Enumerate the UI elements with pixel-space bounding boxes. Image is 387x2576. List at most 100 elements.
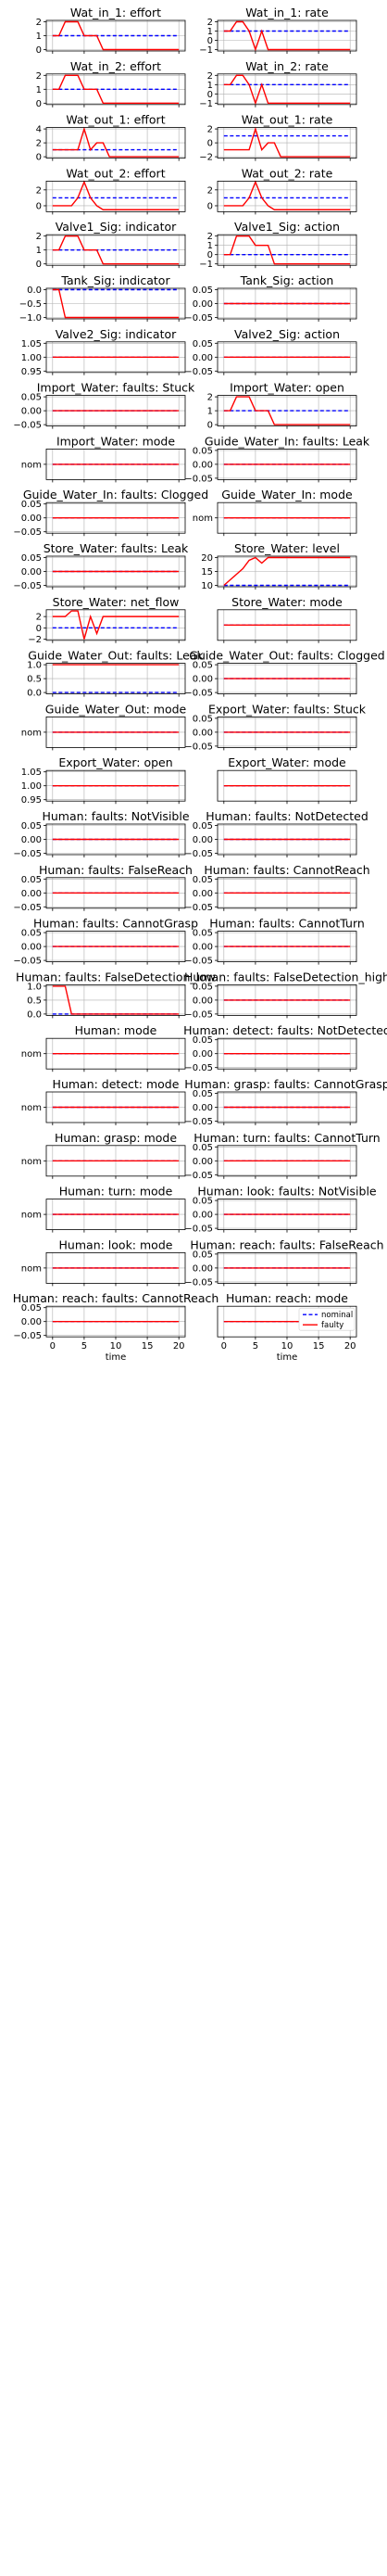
y-tick-label: 0 <box>36 45 42 56</box>
y-tick-label: 1 <box>207 27 213 37</box>
y-tick-label: 0.05 <box>193 1143 213 1153</box>
x-axis-label: time <box>277 1352 298 1363</box>
y-tick-label: −0.05 <box>184 742 213 752</box>
subplot-title: Wat_in_2: rate <box>245 59 329 73</box>
subplot-title: Human: grasp: mode <box>55 1131 177 1145</box>
y-tick-label: 2 <box>207 185 213 196</box>
series-faulty-line <box>223 396 351 425</box>
y-tick-label: 0.05 <box>21 500 42 510</box>
y-tick-label: 0 <box>207 36 213 46</box>
y-tick-label: −0.05 <box>184 1063 213 1073</box>
y-tick-label: 0.00 <box>193 353 213 363</box>
subplot: Export_Water: mode <box>217 755 357 805</box>
y-tick-label: 2 <box>36 139 42 149</box>
subplot: Wat_in_2: effort 0 1 2 <box>36 59 186 109</box>
subplot-title: Guide_Water_Out: faults: Leak <box>28 649 204 663</box>
x-tick-label: 15 <box>142 1341 154 1351</box>
axes-frame <box>45 769 186 802</box>
y-tick-label: 0.00 <box>193 1103 213 1113</box>
axes-frame <box>45 287 186 320</box>
y-tick-label: 1.00 <box>21 781 42 792</box>
subplot-title: Wat_out_1: rate <box>242 113 333 127</box>
axes-frame <box>45 823 186 856</box>
axes-frame <box>217 609 357 641</box>
axes-frame <box>45 717 186 748</box>
axes-frame <box>217 1145 357 1177</box>
y-tick-label: nom <box>21 1103 42 1113</box>
y-tick-label: 0.00 <box>21 889 42 899</box>
axes-frame <box>45 931 186 962</box>
y-tick-label: 0.95 <box>21 795 42 806</box>
subplot-title: Human: look: mode <box>59 1237 173 1251</box>
subplot-title: Import_Water: open <box>230 381 344 395</box>
y-tick-label: 0.00 <box>21 407 42 417</box>
subplot: Tank_Sig: indicator 0.0 −0.5 −1.0 <box>19 273 186 324</box>
y-tick-label: −1 <box>199 99 213 109</box>
series-faulty-line <box>223 180 351 210</box>
subplot-title: Guide_Water_Out: mode <box>45 702 187 716</box>
y-tick-label: 0.05 <box>193 1035 213 1046</box>
series-faulty-line <box>223 126 351 158</box>
subplot: Store_Water: level 10 15 20 <box>201 541 357 591</box>
subplot-title: Wat_out_1: effort <box>66 113 165 127</box>
axes-frame <box>45 19 186 52</box>
subplot: Human: reach: faults: CannotReach 0 5 10 15 2… <box>13 1291 219 1363</box>
y-tick-label: 0.05 <box>193 982 213 992</box>
y-tick-label: 0.05 <box>21 393 42 403</box>
y-tick-label: 1 <box>207 407 213 417</box>
axes-frame <box>45 180 186 212</box>
subplot-title: Human: faults: FalseDetection_low <box>16 970 216 983</box>
y-tick-label: 0.05 <box>193 1089 213 1099</box>
y-tick-label: 2 <box>207 393 213 403</box>
axes-frame <box>45 1145 186 1177</box>
subplot: Human: mode nom <box>21 1023 186 1072</box>
axes-frame <box>45 1199 186 1230</box>
y-tick-label: nom <box>21 1049 42 1060</box>
y-tick-label: 0.5 <box>27 675 42 685</box>
subplot-title: Human: detect: faults: NotDetected <box>183 1023 387 1037</box>
subplot-title: Human: look: faults: NotVisible <box>197 1185 377 1199</box>
series-faulty-line <box>223 235 351 265</box>
series-faulty-line <box>52 180 180 210</box>
y-tick-label: −0.05 <box>184 957 213 967</box>
y-tick-label: 1 <box>36 246 42 256</box>
axes-frame <box>45 501 186 534</box>
y-tick-label: 0.95 <box>21 367 42 377</box>
subplot: Guide_Water_Out: faults: Leak 0.0 0.5 1.0 <box>27 649 204 699</box>
y-tick-label: 0.05 <box>193 875 213 885</box>
subplot: Human: turn: mode nom <box>21 1185 186 1233</box>
subplot-title: Human: faults: FalseDetection_high <box>184 970 387 983</box>
axes-frame <box>45 1252 186 1284</box>
y-tick-label: −0.05 <box>13 903 42 913</box>
axes-frame <box>217 823 357 856</box>
y-tick-label: 0 <box>207 201 213 211</box>
series-faulty-line <box>223 74 351 106</box>
y-tick-label: 0 <box>207 421 213 431</box>
subplot-title: Store_Water: level <box>234 541 340 555</box>
y-tick-label: 0.00 <box>193 943 213 953</box>
subplot-title: Tank_Sig: action <box>240 273 334 287</box>
y-tick-label: 0.05 <box>193 929 213 939</box>
axes-frame <box>217 769 357 802</box>
y-tick-label: nom <box>193 514 213 524</box>
y-tick-label: −0.05 <box>184 313 213 324</box>
y-tick-label: −0.05 <box>13 849 42 859</box>
y-tick-label: 1.0 <box>27 661 42 671</box>
axes-frame <box>45 1037 186 1070</box>
y-tick-label: −0.05 <box>184 1009 213 1020</box>
subplot-title: Valve1_Sig: indicator <box>56 220 177 234</box>
subplot: Export_Water: open 1.05 1.00 0.95 <box>21 755 186 806</box>
y-tick-label: 2 <box>36 613 42 623</box>
subplot-title: Valve1_Sig: action <box>234 220 340 234</box>
